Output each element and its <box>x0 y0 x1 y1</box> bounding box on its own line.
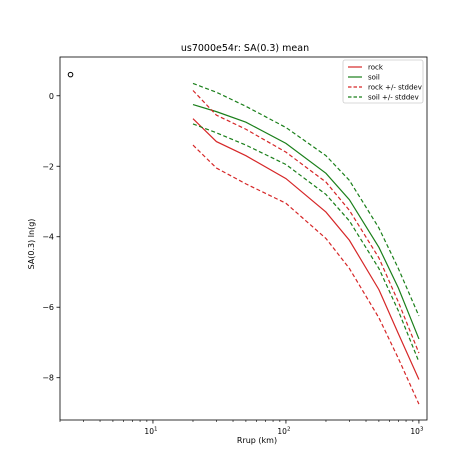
legend-label: rock <box>368 64 384 72</box>
x-tick-label: 102 <box>277 427 290 437</box>
series-line-rock <box>192 118 420 380</box>
series-line-soil-stddev-lower <box>192 123 420 363</box>
event-marker <box>67 71 74 78</box>
x-tick-label: 101 <box>144 427 157 437</box>
legend-label: rock +/- stddev <box>368 84 422 92</box>
y-tick-label: −2 <box>42 162 54 171</box>
series-line-soil <box>192 104 420 340</box>
series-line-rock-stddev-lower <box>192 144 420 405</box>
y-tick-label: 0 <box>49 92 54 101</box>
legend: rock soil rock +/- stddev soil +/- stddev <box>342 59 424 104</box>
chart-title: us7000e54r: SA(0.3) mean <box>181 43 309 54</box>
plot-markers <box>67 71 74 78</box>
y-tick-label: −6 <box>42 303 54 312</box>
plot-lines <box>192 82 420 405</box>
series-line-soil-stddev <box>192 82 420 317</box>
y-tick-label: −4 <box>42 233 54 242</box>
legend-label: soil +/- stddev <box>368 94 419 102</box>
x-axis-label: Rrup (km) <box>237 436 277 445</box>
y-tick-label: −8 <box>42 374 54 383</box>
plot-frame <box>59 56 428 421</box>
x-tick-label: 103 <box>410 427 424 437</box>
legend-label: soil <box>368 74 380 82</box>
legend-box <box>342 59 424 104</box>
y-axis-label: SA(0.3) ln(g) <box>27 219 36 270</box>
series-line-rock-stddev <box>192 90 420 354</box>
